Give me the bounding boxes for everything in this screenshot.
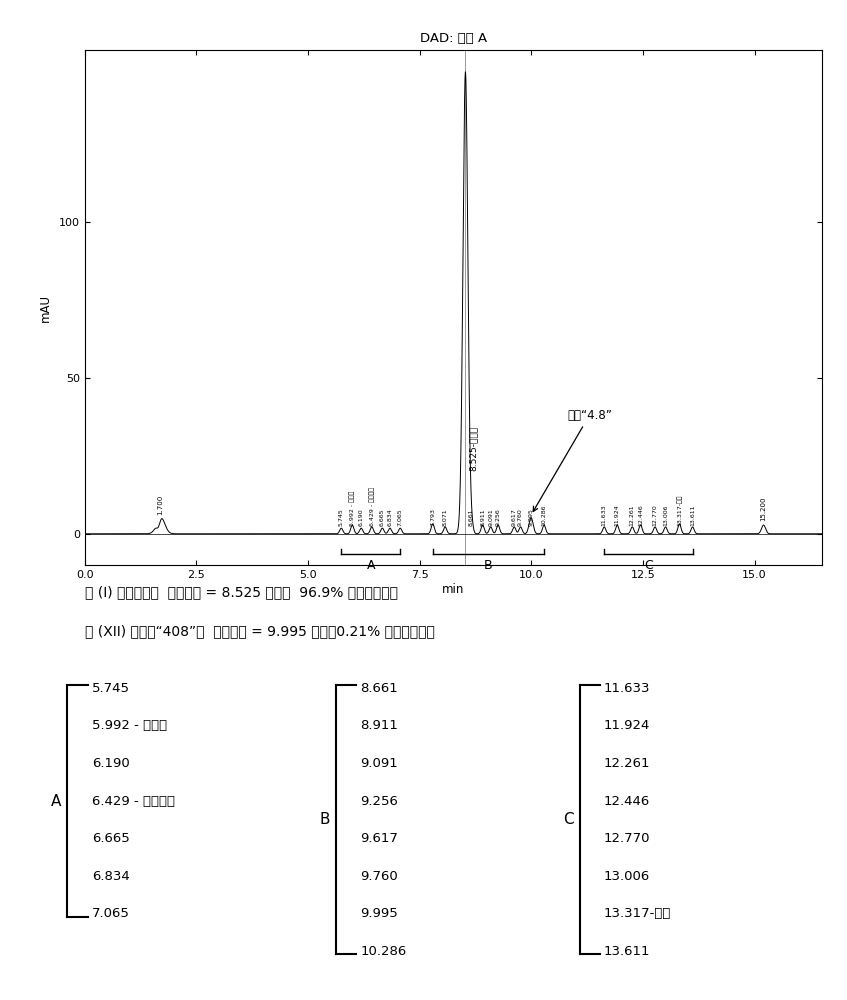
Text: B: B bbox=[319, 812, 330, 827]
Text: 6.834: 6.834 bbox=[387, 508, 392, 526]
Text: B: B bbox=[484, 559, 493, 572]
Text: 12.261: 12.261 bbox=[630, 504, 634, 526]
Text: 9.617: 9.617 bbox=[360, 832, 398, 845]
Text: 8.071: 8.071 bbox=[443, 508, 448, 526]
Text: 5.745: 5.745 bbox=[339, 508, 344, 526]
Text: 8.911: 8.911 bbox=[480, 508, 485, 526]
Text: 9.760: 9.760 bbox=[518, 508, 523, 526]
Text: 11.924: 11.924 bbox=[604, 719, 650, 732]
Text: 8.911: 8.911 bbox=[360, 719, 398, 732]
Y-axis label: mAU: mAU bbox=[39, 294, 52, 322]
Text: 9.256: 9.256 bbox=[360, 795, 398, 808]
Text: 6.190: 6.190 bbox=[358, 508, 363, 526]
Text: 13.611: 13.611 bbox=[604, 945, 650, 958]
Text: A: A bbox=[52, 794, 62, 809]
Text: 9.091: 9.091 bbox=[360, 757, 398, 770]
Text: 7.065: 7.065 bbox=[398, 508, 402, 526]
Text: 式 (XII) 的杂质“408”，  保留时间 = 9.995 分钟，0.21% 面积百分比。: 式 (XII) 的杂质“408”， 保留时间 = 9.995 分钟，0.21% … bbox=[85, 624, 435, 638]
Text: 5.992 - 酸性砂: 5.992 - 酸性砂 bbox=[91, 719, 167, 732]
Text: 6.834: 6.834 bbox=[91, 870, 130, 883]
Text: 杂质“4.8”: 杂质“4.8” bbox=[533, 409, 612, 511]
Text: 9.760: 9.760 bbox=[360, 870, 398, 883]
Text: 12.770: 12.770 bbox=[604, 832, 650, 845]
Text: 式 (I) 的化合物，  保留时间 = 8.525 分钟，  96.9% 面积百分比。: 式 (I) 的化合物， 保留时间 = 8.525 分钟， 96.9% 面积百分比… bbox=[85, 585, 398, 599]
Text: 12.770: 12.770 bbox=[652, 504, 657, 526]
Text: 10.286: 10.286 bbox=[360, 945, 407, 958]
Text: 15.200: 15.200 bbox=[761, 497, 767, 521]
Text: 11.924: 11.924 bbox=[615, 504, 620, 526]
Text: 1.700: 1.700 bbox=[158, 495, 163, 515]
Text: 9.091: 9.091 bbox=[488, 508, 493, 526]
Text: 13.317-氯砂: 13.317-氯砂 bbox=[677, 494, 682, 526]
Text: 11.633: 11.633 bbox=[601, 504, 606, 526]
X-axis label: min: min bbox=[442, 583, 464, 596]
Text: 7.065: 7.065 bbox=[91, 907, 130, 920]
Text: 6.190: 6.190 bbox=[91, 757, 130, 770]
Text: 12.261: 12.261 bbox=[604, 757, 650, 770]
Text: 5.745: 5.745 bbox=[91, 682, 130, 695]
Text: 13.317-氯砂: 13.317-氯砂 bbox=[604, 907, 672, 920]
Text: 10.286: 10.286 bbox=[541, 504, 546, 526]
Text: 9.995: 9.995 bbox=[360, 907, 398, 920]
Text: 12.446: 12.446 bbox=[638, 504, 643, 526]
Text: A: A bbox=[367, 559, 375, 572]
Text: 6.429 - 烟酸甲酩: 6.429 - 烟酸甲酩 bbox=[91, 795, 174, 808]
Text: 6.665: 6.665 bbox=[91, 832, 130, 845]
Text: 13.611: 13.611 bbox=[690, 504, 695, 526]
Text: 5.992 - 酸性砂: 5.992 - 酸性砂 bbox=[350, 491, 355, 526]
Text: 12.446: 12.446 bbox=[604, 795, 650, 808]
Text: 8.525-鄐化物: 8.525-鄐化物 bbox=[469, 426, 478, 471]
Text: 6.429 - 烟酸甲酩: 6.429 - 烟酸甲酩 bbox=[369, 487, 374, 526]
Text: 6.665: 6.665 bbox=[379, 508, 385, 526]
Text: 9.995: 9.995 bbox=[529, 508, 534, 526]
Text: 11.633: 11.633 bbox=[604, 682, 650, 695]
Title: DAD: 信号 A: DAD: 信号 A bbox=[419, 32, 487, 45]
Text: 13.006: 13.006 bbox=[604, 870, 650, 883]
Text: 8.661: 8.661 bbox=[469, 508, 474, 526]
Text: 9.617: 9.617 bbox=[512, 508, 517, 526]
Text: 8.661: 8.661 bbox=[360, 682, 398, 695]
Text: 9.256: 9.256 bbox=[495, 508, 501, 526]
Text: C: C bbox=[563, 812, 574, 827]
Text: C: C bbox=[644, 559, 653, 572]
Text: 7.793: 7.793 bbox=[430, 508, 435, 526]
Text: 13.006: 13.006 bbox=[663, 504, 668, 526]
